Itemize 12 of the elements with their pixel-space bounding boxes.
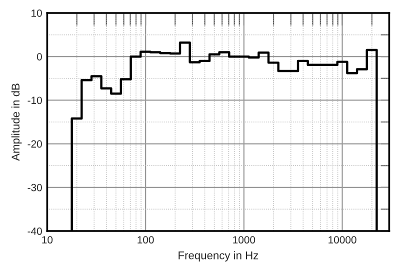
x-tick-label: 100 xyxy=(138,236,154,244)
x-tick-label: 10 xyxy=(42,236,53,244)
y-tick-label: -20 xyxy=(28,140,42,148)
x-axis-title: Frequency in Hz xyxy=(178,251,258,262)
y-axis-title: Amplitude in dB xyxy=(11,84,22,161)
y-tick-label: -40 xyxy=(28,228,42,235)
x-tick-label: 1000 xyxy=(233,236,256,244)
y-tick-label: -30 xyxy=(28,184,42,192)
y-tick-label: 0 xyxy=(36,53,42,60)
x-tick-label: 10000 xyxy=(328,236,356,244)
y-tick-label: -10 xyxy=(28,96,42,104)
y-tick-label: 10 xyxy=(32,9,42,17)
